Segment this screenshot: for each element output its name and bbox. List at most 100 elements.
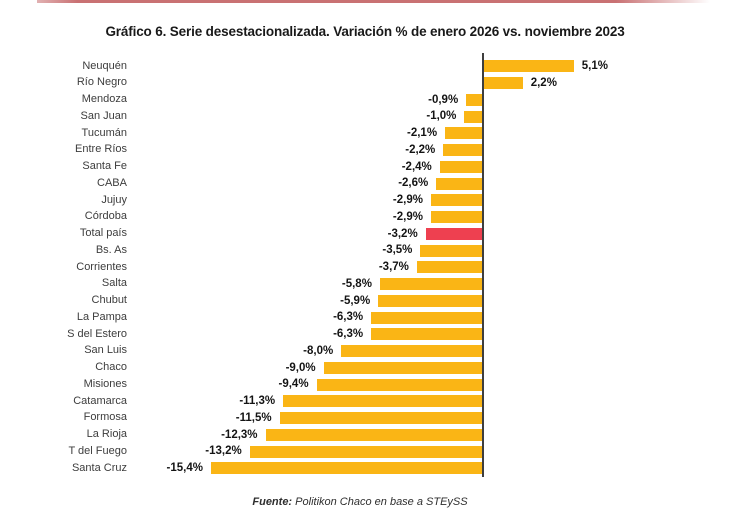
value-label: -2,4% bbox=[401, 160, 432, 173]
category-label: La Rioja bbox=[86, 428, 127, 440]
bar bbox=[443, 144, 482, 157]
source-label: Fuente: bbox=[252, 496, 293, 508]
bar-row: T del Fuego -13,2% bbox=[0, 443, 730, 460]
bar-row: Total país -3,2% bbox=[0, 226, 730, 243]
value-label: -3,5% bbox=[382, 244, 413, 257]
bar bbox=[464, 110, 482, 123]
value-label: -13,2% bbox=[205, 445, 242, 458]
bar-row: Bs. As -3,5% bbox=[0, 242, 730, 259]
bar bbox=[279, 412, 482, 425]
bar bbox=[430, 194, 482, 207]
bar-row: La Pampa -6,3% bbox=[0, 309, 730, 326]
category-label: Chaco bbox=[95, 361, 127, 373]
value-label: -3,2% bbox=[387, 227, 418, 240]
category-label: Córdoba bbox=[84, 210, 127, 223]
value-label: 5,1% bbox=[581, 60, 608, 72]
bar-row: Tucumán -2,1% bbox=[0, 125, 730, 142]
source-text: Politikon Chaco en base a STEySS bbox=[295, 496, 468, 508]
top-divider-line bbox=[37, 0, 710, 3]
category-label: Río Negro bbox=[76, 76, 127, 89]
bar bbox=[420, 244, 482, 257]
bar bbox=[249, 445, 482, 458]
bar-row: Formosa -11,5% bbox=[0, 410, 730, 427]
bar bbox=[439, 160, 482, 173]
value-label: -0,9% bbox=[428, 93, 459, 106]
source-note: Fuente: Politikon Chaco en base a STEySS bbox=[0, 496, 720, 508]
bar-row: Chaco -9,0% bbox=[0, 360, 730, 377]
bar-row: CABA -2,6% bbox=[0, 175, 730, 192]
bar-row: San Luis -8,0% bbox=[0, 343, 730, 360]
chart-title: Gráfico 6. Serie desestacionalizada. Var… bbox=[105, 24, 625, 39]
value-label: -1,0% bbox=[426, 110, 457, 123]
category-label: Total país bbox=[79, 227, 127, 239]
bar bbox=[484, 77, 523, 90]
category-label: Neuquén bbox=[82, 59, 127, 72]
category-label: Bs. As bbox=[95, 243, 127, 256]
value-label: -5,9% bbox=[340, 294, 371, 307]
bar-row: Santa Cruz -15,4% bbox=[0, 460, 730, 477]
bar bbox=[341, 345, 482, 358]
bar-row: Misiones -9,4% bbox=[0, 376, 730, 393]
value-label: -2,9% bbox=[392, 194, 423, 206]
bar-row: Entre Ríos -2,2% bbox=[0, 142, 730, 159]
value-label: -5,8% bbox=[341, 277, 372, 290]
category-label: Santa Cruz bbox=[71, 461, 127, 474]
category-label: Entre Ríos bbox=[75, 143, 127, 156]
category-label: La Pampa bbox=[76, 310, 127, 323]
bar-row: La Rioja -12,3% bbox=[0, 427, 730, 444]
bar-row: Santa Fe -2,4% bbox=[0, 159, 730, 176]
bar-chart: Neuquén 5,1% Río Negro 2,2% Mendoza -0,9% San … bbox=[0, 53, 730, 478]
category-label: Catamarca bbox=[73, 394, 127, 407]
bar bbox=[265, 428, 482, 441]
value-label: -15,4% bbox=[166, 462, 203, 474]
category-label: T del Fuego bbox=[68, 444, 127, 457]
bar bbox=[323, 361, 482, 374]
bar-row: Chubut -5,9% bbox=[0, 293, 730, 310]
value-label: -8,0% bbox=[303, 344, 334, 357]
bar bbox=[371, 311, 482, 324]
bar-row: Salta -5,8% bbox=[0, 276, 730, 293]
bar bbox=[283, 395, 482, 408]
value-label: -9,0% bbox=[285, 361, 316, 374]
bar bbox=[416, 261, 482, 274]
category-label: Formosa bbox=[83, 411, 127, 424]
value-label: -11,5% bbox=[235, 411, 272, 424]
bar-row: S del Estero -6,3% bbox=[0, 326, 730, 343]
value-label: -2,2% bbox=[405, 143, 436, 156]
bar bbox=[371, 328, 482, 341]
bar-row: Neuquén 5,1% bbox=[0, 58, 730, 75]
bar-row: Corrientes -3,7% bbox=[0, 259, 730, 276]
bar bbox=[316, 378, 482, 391]
value-label: -2,1% bbox=[407, 127, 438, 139]
category-label: Tucumán bbox=[81, 126, 127, 139]
value-label: -6,3% bbox=[333, 328, 364, 340]
value-label: -2,9% bbox=[392, 210, 423, 223]
bar bbox=[379, 278, 482, 291]
bar-row: Jujuy -2,9% bbox=[0, 192, 730, 209]
bar bbox=[430, 211, 482, 224]
bar-row: Catamarca -11,3% bbox=[0, 393, 730, 410]
bar bbox=[436, 177, 482, 190]
category-label: CABA bbox=[97, 176, 127, 189]
category-label: Misiones bbox=[83, 377, 127, 390]
bar bbox=[378, 294, 482, 307]
category-label: Santa Fe bbox=[82, 160, 127, 172]
bar bbox=[466, 93, 482, 106]
value-label: 2,2% bbox=[530, 76, 557, 89]
value-label: -3,7% bbox=[378, 261, 409, 273]
bar bbox=[445, 127, 482, 140]
category-label: Jujuy bbox=[101, 193, 127, 206]
value-label: -2,6% bbox=[398, 177, 429, 190]
category-label: San Juan bbox=[80, 109, 127, 122]
category-label: S del Estero bbox=[67, 327, 127, 340]
value-label: -6,3% bbox=[333, 311, 364, 324]
bar-row: Córdoba -2,9% bbox=[0, 209, 730, 226]
bar-row: Río Negro 2,2% bbox=[0, 75, 730, 92]
highlight-bar bbox=[425, 227, 482, 240]
bar-row: San Juan -1,0% bbox=[0, 108, 730, 125]
bar bbox=[484, 60, 574, 73]
category-label: Salta bbox=[101, 277, 127, 290]
category-label: Chubut bbox=[91, 294, 127, 306]
value-label: -9,4% bbox=[278, 378, 309, 391]
